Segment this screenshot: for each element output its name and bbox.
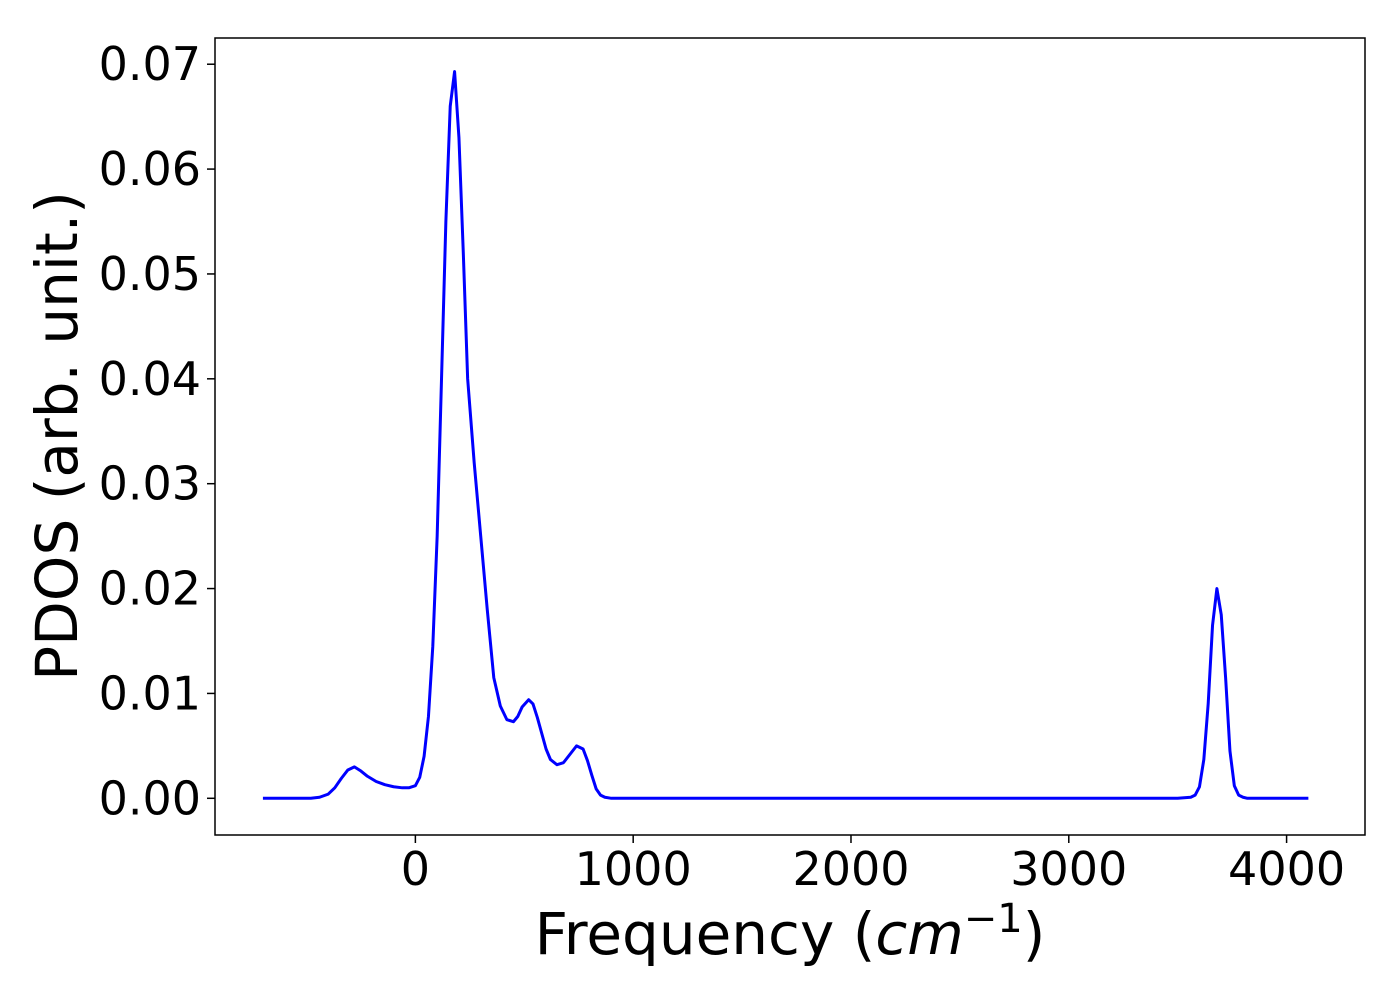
plot-area: [214, 37, 1366, 836]
pdos-series-line: [262, 70, 1309, 800]
x-tick-label: 2000: [792, 842, 909, 896]
y-axis-label: PDOS (arb. unit.): [23, 191, 91, 681]
y-tick-label: 0.03: [99, 457, 201, 511]
x-axis-ticks: 0 1000 2000 3000 4000: [401, 835, 1345, 896]
y-tick-label: 0.04: [99, 352, 201, 406]
x-tick-label: 1000: [575, 842, 692, 896]
y-tick-label: 0.01: [99, 666, 201, 720]
x-axis-label: Frequency (cm−1): [535, 896, 1046, 968]
x-tick-label: 3000: [1010, 842, 1127, 896]
y-tick-label: 0.05: [99, 247, 201, 301]
y-axis-ticks: 0.00 0.01 0.02 0.03 0.04 0.05 0.06 0.07: [99, 37, 215, 825]
y-tick-label: 0.07: [99, 37, 201, 91]
x-tick-label: 4000: [1228, 842, 1345, 896]
y-tick-label: 0.02: [99, 562, 201, 616]
y-tick-label: 0.00: [99, 771, 201, 825]
x-tick-label: 0: [401, 842, 430, 896]
y-tick-label: 0.06: [99, 142, 201, 196]
